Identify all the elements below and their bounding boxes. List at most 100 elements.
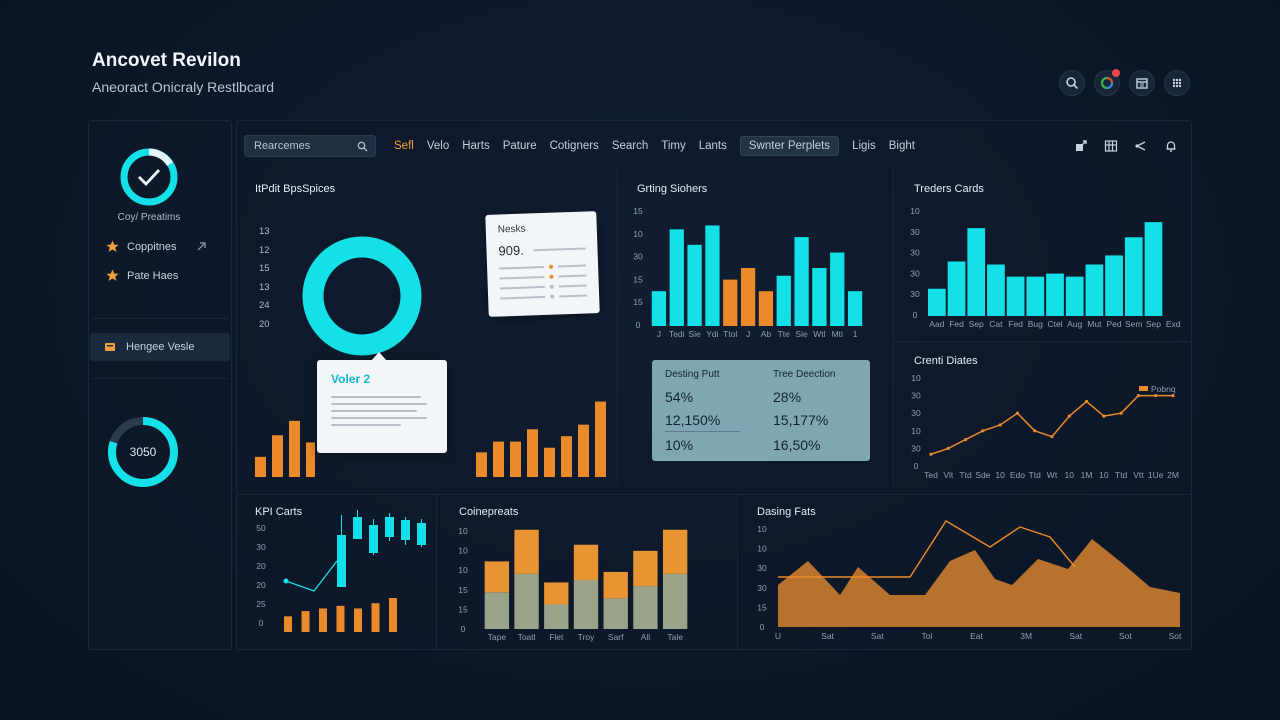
x-tick-label: Sie — [688, 329, 701, 339]
toolbar: Rearcemes Sefl Velo Harts Pature Cotigners Se… — [244, 135, 1184, 157]
divider — [236, 494, 1192, 495]
x-tick-label: Wtl — [813, 329, 825, 339]
line-point — [998, 423, 1002, 427]
y-tick-label: 10 — [910, 206, 920, 216]
y-tick-label: 13 — [259, 226, 270, 237]
calendar-icon[interactable] — [1129, 70, 1155, 96]
y-tick-label: 30 — [911, 443, 921, 453]
y-tick-label: 10 — [458, 565, 468, 575]
x-tick-label: Sat — [1069, 631, 1082, 641]
stats-col1-header: Desting Putt — [665, 369, 720, 380]
x-tick-label: 10 — [1065, 470, 1075, 480]
divider — [617, 168, 618, 486]
columns-icon[interactable] — [1104, 139, 1118, 153]
google-icon[interactable] — [1094, 69, 1120, 96]
x-tick-label: 3M — [1020, 631, 1032, 641]
bar — [967, 228, 986, 316]
x-tick-label: 1M — [1081, 470, 1093, 480]
bar — [493, 441, 504, 477]
y-tick-label: 0 — [636, 320, 641, 330]
card-title: ItPdit BpsSpices — [255, 183, 336, 195]
sidebar-item-pate-haes[interactable]: Pate Haes — [106, 269, 206, 282]
area-chart-dasing-fats: 10 10 30 30 15 0U Sat Sat Tol Eat 3M Sat Sot Sot — [757, 520, 1182, 641]
x-tick-label: Vlt — [943, 470, 954, 480]
y-tick-label: 0 — [914, 461, 919, 471]
y-tick-label: 30 — [911, 391, 921, 401]
toolbar-icons — [1074, 139, 1184, 153]
y-tick-label: 50 — [256, 523, 266, 533]
callout-popup: Voler 2 — [317, 352, 447, 453]
kpi-candle — [353, 517, 362, 539]
bell-icon[interactable] — [1164, 139, 1178, 153]
x-tick-label: Tte — [778, 329, 791, 339]
x-tick-label: Sat — [871, 631, 884, 641]
page-title: Ancovet Revilon — [92, 50, 241, 71]
tab-pature[interactable]: Pature — [502, 140, 537, 152]
nav-tabs: Sefl Velo Harts Pature Cotigners Search Timy La… — [394, 136, 915, 156]
tab-timy[interactable]: Timy — [661, 140, 686, 152]
y-tick-label: 10 — [458, 546, 468, 556]
bar — [1065, 276, 1084, 316]
bar — [527, 429, 538, 477]
stats-value: 16,50% — [773, 437, 821, 453]
sidebar-button[interactable]: Hengee Vesle — [90, 333, 230, 361]
y-tick-label: 13 — [259, 281, 270, 293]
tab-search[interactable]: Search — [611, 140, 649, 152]
notification-dot — [1112, 69, 1120, 77]
x-tick-label: 1Ue — [1148, 470, 1164, 480]
y-tick-label: 10 — [911, 426, 921, 436]
bar — [723, 279, 738, 326]
bar-segment-upper — [633, 550, 658, 587]
y-tick-label: 0 — [259, 618, 264, 628]
tab-sefl[interactable]: Sefl — [394, 140, 414, 152]
bar — [687, 244, 702, 326]
bar — [595, 401, 606, 477]
x-tick-label: 2M — [1167, 470, 1179, 480]
export-icon[interactable] — [1074, 139, 1088, 153]
x-tick-label: Sot — [1169, 631, 1182, 641]
bar-segment-upper — [514, 529, 539, 574]
bar — [1144, 222, 1163, 316]
y-tick-label: 25 — [256, 599, 266, 609]
bar — [705, 225, 720, 326]
tab-bight[interactable]: Bight — [888, 140, 915, 152]
x-tick-label: Flet — [549, 632, 564, 642]
x-tick-label: Cat — [989, 319, 1003, 329]
tab-harts[interactable]: Harts — [462, 140, 490, 152]
tab-cotigners[interactable]: Cotigners — [549, 140, 599, 152]
search-input[interactable]: Rearcemes — [244, 135, 376, 157]
search-icon[interactable] — [1059, 70, 1085, 96]
x-tick-label: All — [641, 632, 651, 642]
bar — [255, 456, 266, 477]
x-tick-label: Sep — [1146, 319, 1161, 329]
x-tick-label: Tale — [667, 632, 683, 642]
share-icon[interactable] — [1134, 139, 1148, 153]
x-tick-label: Sat — [821, 631, 834, 641]
bar — [272, 435, 283, 477]
line-point — [1119, 411, 1123, 415]
grid-icon[interactable] — [1164, 70, 1190, 96]
x-tick-label: Sde — [975, 470, 990, 480]
tab-velo[interactable]: Velo — [426, 140, 450, 152]
bar — [578, 424, 589, 477]
sidebar-item-coppitnes[interactable]: Coppitnes — [106, 240, 206, 253]
x-tick-label: Toatl — [518, 632, 536, 642]
x-tick-label: Ttd — [1115, 470, 1128, 480]
tab-lants[interactable]: Lants — [698, 140, 727, 152]
bar — [544, 447, 555, 477]
x-tick-label: Ped — [1107, 319, 1122, 329]
stats-value: 15,177% — [773, 412, 829, 428]
x-tick-label: Tape — [488, 632, 507, 642]
y-tick-label: 20 — [256, 561, 266, 571]
tab-ligis[interactable]: Ligis — [852, 140, 876, 152]
x-tick-label: Ctel — [1047, 319, 1062, 329]
bar — [1085, 264, 1104, 316]
bar — [336, 605, 345, 632]
y-tick-label: 15 — [633, 206, 643, 216]
y-tick-label: 20 — [259, 318, 270, 330]
line-point — [981, 429, 985, 433]
x-tick-label: Ted — [924, 470, 938, 480]
x-tick-label: Ttol — [723, 329, 737, 339]
tab-swnter-perplets[interactable]: Swnter Perplets — [739, 136, 840, 156]
